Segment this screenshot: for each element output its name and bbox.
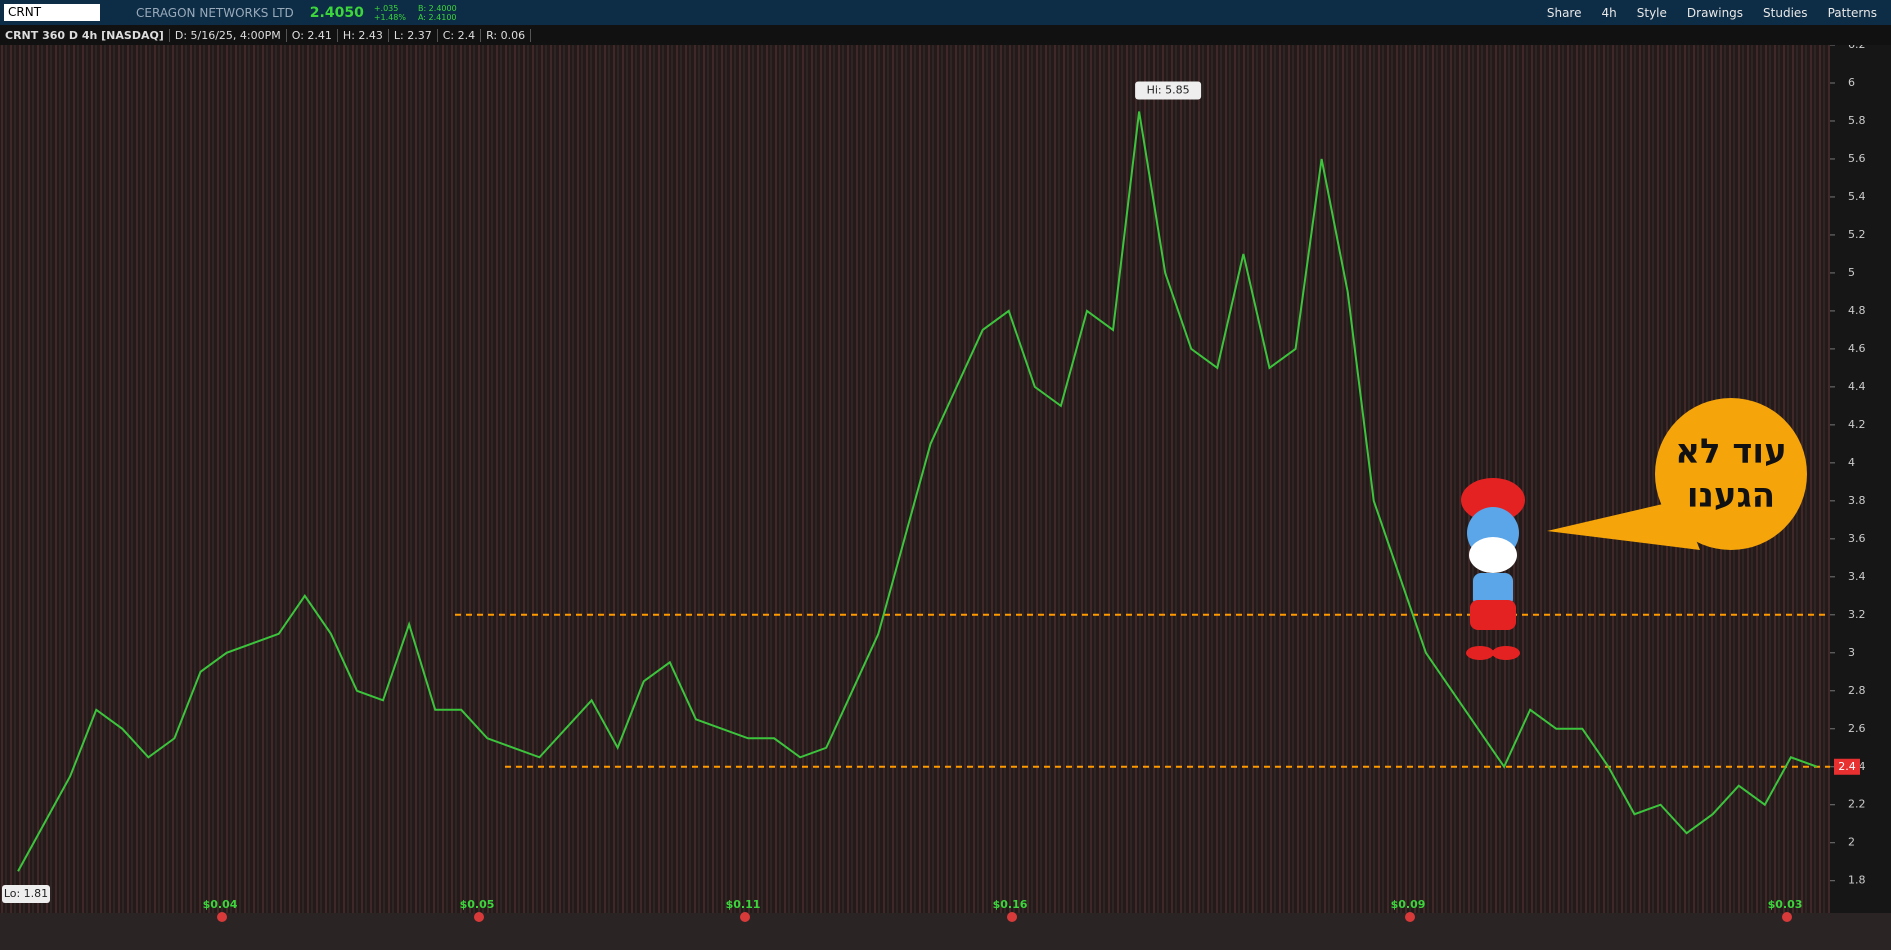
chart-header: CRNT 360 D 4h [NASDAQ] D: 5/16/25, 4:00P… — [0, 25, 1891, 45]
y-tick-label: 4.8 — [1848, 304, 1866, 317]
symbol-box[interactable]: CRNT — [4, 4, 100, 21]
price-line — [17, 111, 1818, 872]
y-tick-label: 4.6 — [1848, 342, 1866, 355]
company: CERAGON NETWORKS LTD — [136, 5, 294, 20]
ohlc-field: R: 0.06 — [481, 28, 532, 42]
last-price: 2.4050 — [309, 4, 364, 21]
y-tick-label: 6 — [1848, 76, 1855, 89]
smurf-figure — [1461, 478, 1525, 660]
toolbar-button[interactable]: Patterns — [1827, 5, 1877, 20]
y-tick-label: 3.2 — [1848, 608, 1866, 621]
callout-bubble — [1655, 398, 1807, 550]
dividend-icon — [1782, 912, 1792, 922]
dividend-label: $0.03 — [1768, 898, 1803, 911]
y-tick-label: 4.2 — [1848, 418, 1866, 431]
ask: A: 2.4100 — [417, 12, 457, 22]
y-tick-label: 5 — [1848, 266, 1855, 279]
y-tick-label: 3.8 — [1848, 494, 1866, 507]
dividend-label: $0.05 — [460, 898, 495, 911]
y-tick-label: 6.2 — [1848, 45, 1866, 51]
y-tick-label: 3.4 — [1848, 570, 1866, 583]
last-price-tag — [1834, 758, 1860, 775]
bottom-strip — [0, 913, 1891, 950]
toolbar-button[interactable]: Studies — [1763, 5, 1808, 20]
y-tick-label: 5.8 — [1848, 114, 1866, 127]
ohlc-field: O: 2.41 — [287, 28, 338, 42]
toolbar-button[interactable]: Style — [1636, 5, 1667, 20]
y-tick-label: 4.4 — [1848, 380, 1866, 393]
chart: 1.8 2 2.2 2.4 2.6 2.8 3 3.2 3.4 3.6 3.8 4 4.2 4.4 4.6 4… — [0, 45, 1891, 950]
dividend-label: $0.11 — [726, 898, 761, 911]
ohlc-field: D: 5/16/25, 4:00PM — [170, 28, 287, 42]
y-tick-label: 3.6 — [1848, 532, 1866, 545]
quote-box: B: 2.4000 A: 2.4100 — [418, 4, 457, 22]
high-label: Hi: 5.85 — [1147, 83, 1190, 96]
plot-background — [0, 45, 1830, 913]
dividend-icon — [217, 912, 227, 922]
dividend-icon — [1405, 912, 1415, 922]
dividend-icon — [740, 912, 750, 922]
ohlc-field: H: 2.43 — [338, 28, 389, 42]
callout-line: הגענו — [1687, 476, 1775, 516]
ohlc-fields: D: 5/16/25, 4:00PM O: 2.41 H: 2.43 L: 2.37 C… — [170, 28, 532, 42]
ohlc-field: L: 2.37 — [389, 28, 438, 42]
last-price-label: 2.4 — [1838, 760, 1856, 773]
change-box: +.035 +1.48% — [374, 4, 406, 22]
y-tick-label: 2 — [1848, 836, 1855, 849]
callout-tail — [1547, 500, 1700, 550]
dividend-label: $0.16 — [993, 898, 1028, 911]
toolbar-button[interactable]: Share — [1546, 5, 1582, 20]
y-tick-label: 5.6 — [1848, 152, 1866, 165]
dividend-icon — [1007, 912, 1017, 922]
y-tick-label: 3 — [1848, 646, 1855, 659]
y-tick-label: 5.2 — [1848, 228, 1866, 241]
y-tick-label: 2.8 — [1848, 684, 1866, 697]
y-tick-label: 4 — [1848, 456, 1855, 469]
change: +.035 — [373, 3, 399, 13]
y-tick-label: 2.2 — [1848, 798, 1866, 811]
y-tick-label: 2.6 — [1848, 722, 1866, 735]
y-tick-label: 5.4 — [1848, 190, 1866, 203]
callout: עוד לא הגענו — [1547, 398, 1807, 550]
toolbar-button[interactable]: Drawings — [1686, 5, 1744, 20]
low-label: Lo: 1.81 — [4, 887, 48, 900]
high-label-box — [1135, 81, 1202, 100]
chart-title: CRNT 360 D 4h [NASDAQ] — [0, 28, 170, 42]
change-pct: +1.48% — [373, 12, 406, 22]
toolbar-buttons: Share 4h Style Drawings Studies Patterns — [1537, 6, 1887, 20]
callout-line: עוד לא — [1675, 432, 1786, 472]
ohlc-field: C: 2.4 — [438, 28, 482, 42]
y-tick-label: 1.8 — [1848, 874, 1866, 887]
bid: B: 2.4000 — [417, 3, 457, 13]
price-axis-background — [1830, 45, 1891, 913]
low-label-box — [2, 885, 50, 903]
toolbar: CRNT CERAGON NETWORKS LTD 2.4050 +.035 +… — [0, 0, 1891, 26]
dividend-icon — [474, 912, 484, 922]
toolbar-button[interactable]: 4h — [1601, 5, 1617, 20]
dividend-label: $0.09 — [1391, 898, 1426, 911]
dividend-label: $0.04 — [203, 898, 238, 911]
